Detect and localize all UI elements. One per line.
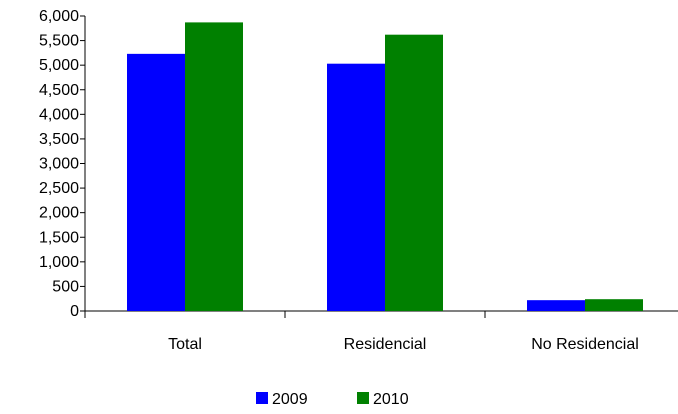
x-axis: Total Residencial No Residencial [84,310,678,353]
y-tick-label: 500 [52,278,79,295]
y-tick-label: 4,500 [39,82,79,99]
legend-swatch-2009 [256,392,268,404]
category-label: Residencial [344,336,427,353]
bars-group [127,22,643,312]
bar-2010-total [185,22,243,312]
y-tick-label: 0 [70,303,79,320]
y-tick-label: 3,000 [39,156,79,173]
bar-2010-residencial [385,34,443,311]
bar-2009-residencial [327,63,385,311]
y-tick-label: 5,500 [39,33,79,50]
legend-label: 2010 [373,391,409,408]
bar-2009-total [127,53,185,311]
y-tick-label: 2,500 [39,180,79,197]
y-tick-label: 4,000 [39,106,79,123]
category-label: No Residencial [531,336,639,353]
category-label: Total [168,336,202,353]
y-tick-label: 5,000 [39,57,79,74]
y-tick-label: 1,500 [39,229,79,246]
y-axis: 0 500 1,000 1,500 2,000 2,500 3,000 3,500 4,000 4… [39,8,86,320]
legend: 2009 2010 [256,391,409,408]
bar-2009-no-residencial [527,300,585,311]
y-tick-label: 6,000 [39,8,79,25]
y-tick-label: 3,500 [39,131,79,148]
bar-2010-no-residencial [585,299,643,311]
y-tick-label: 2,000 [39,205,79,222]
y-tick-label: 1,000 [39,254,79,271]
legend-swatch-2010 [357,392,369,404]
legend-label: 2009 [272,391,308,408]
